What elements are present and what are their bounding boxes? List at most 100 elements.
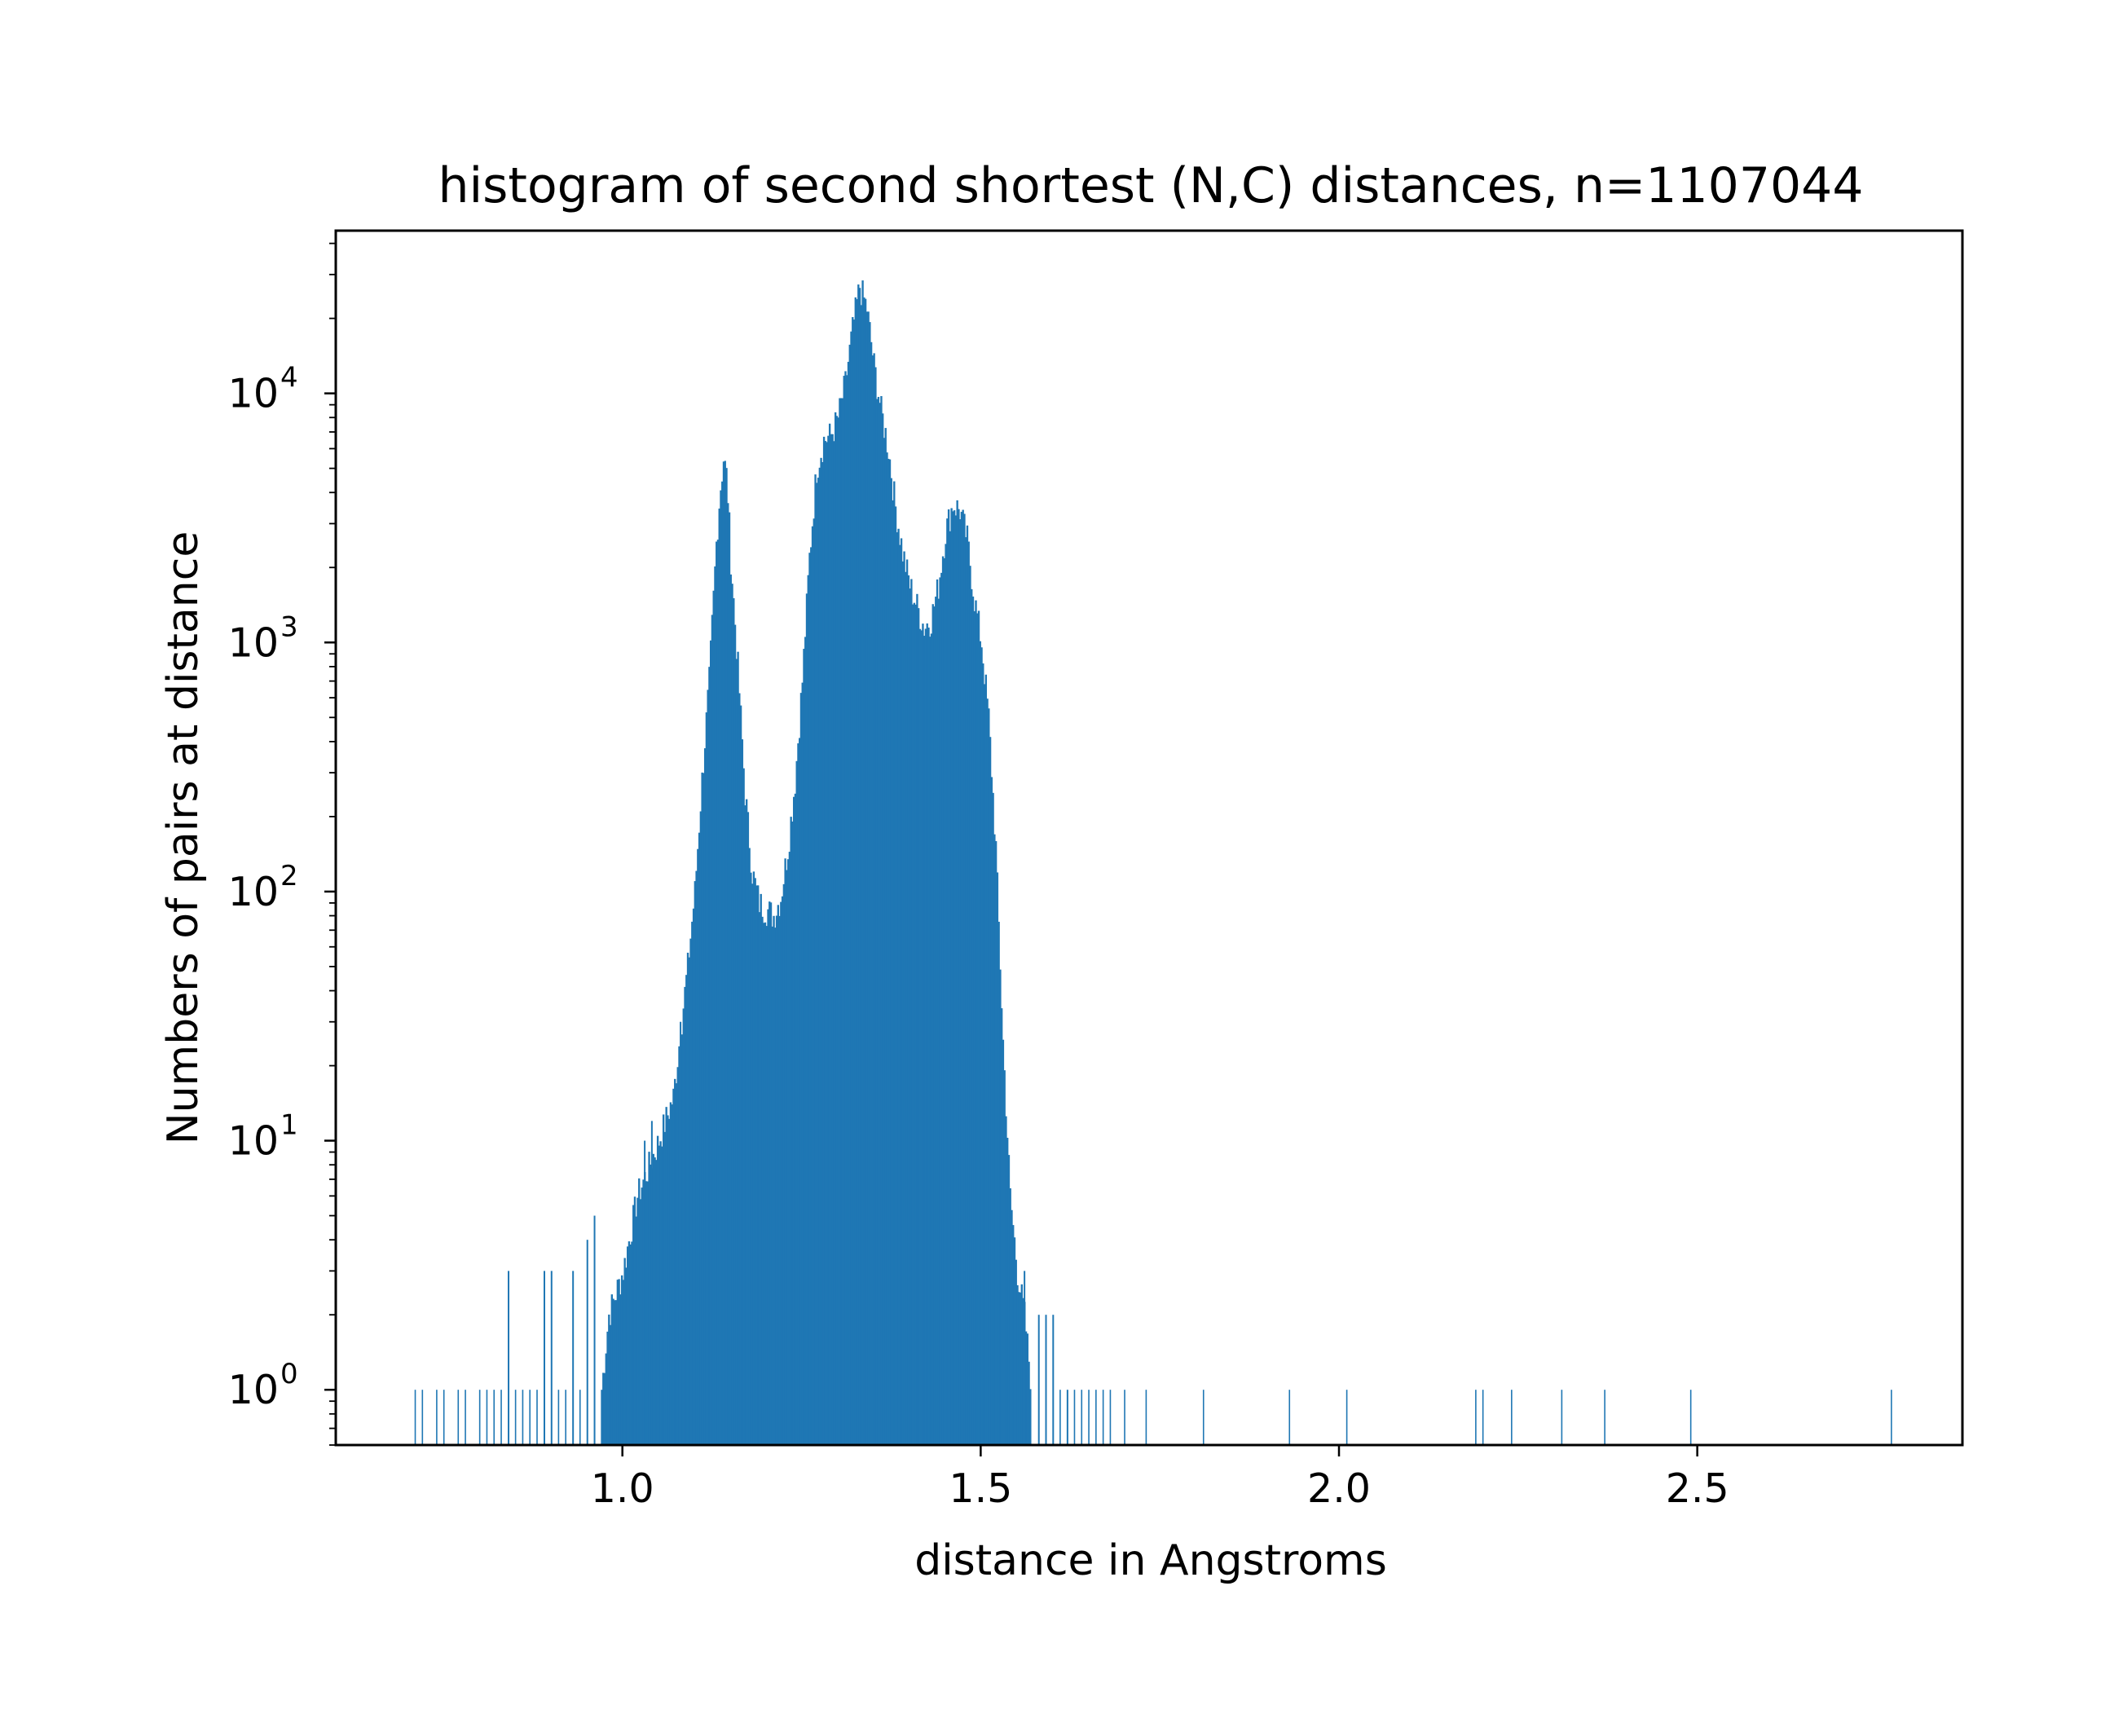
plot-frame xyxy=(334,229,1964,1447)
histogram-bar xyxy=(782,883,786,1445)
histogram-bar xyxy=(752,871,755,1445)
histogram-bar xyxy=(1045,1315,1047,1445)
histogram-bar xyxy=(742,768,745,1445)
histogram-bar xyxy=(952,511,954,1445)
histogram-bar xyxy=(691,921,694,1445)
histogram-bar xyxy=(758,912,761,1445)
histogram-bar xyxy=(1026,1333,1028,1445)
histogram-bar xyxy=(650,1121,653,1445)
histogram-bar xyxy=(662,1114,665,1445)
histogram-bar xyxy=(933,606,936,1445)
histogram-bar xyxy=(663,1131,667,1445)
histogram-bar xyxy=(737,651,739,1445)
histogram-bar xyxy=(1024,1271,1026,1445)
histogram-bar xyxy=(892,500,894,1446)
histogram-bar xyxy=(856,299,858,1445)
histogram-bar xyxy=(916,593,918,1445)
histogram-bar xyxy=(775,915,778,1445)
chart-title: histogram of second shortest (N,C) dista… xyxy=(438,157,1863,214)
histogram-bar xyxy=(620,1275,623,1445)
histogram-bar xyxy=(843,376,845,1445)
histogram-bar xyxy=(579,1390,581,1445)
histogram-bar xyxy=(536,1390,538,1445)
histogram-bar xyxy=(863,297,865,1446)
histogram-bar xyxy=(500,1390,502,1445)
histogram-bar xyxy=(929,637,931,1445)
histogram-bar xyxy=(629,1244,632,1445)
histogram-bar xyxy=(635,1216,637,1445)
histogram-bar xyxy=(1511,1390,1513,1445)
histogram-bar xyxy=(656,1135,659,1445)
histogram-bar xyxy=(962,509,964,1445)
histogram-bar xyxy=(893,481,896,1445)
histogram-bar xyxy=(877,396,880,1446)
histogram-bar xyxy=(1482,1390,1484,1445)
histogram-bar xyxy=(648,1152,650,1445)
histogram-bar xyxy=(623,1258,626,1445)
histogram-bar xyxy=(608,1314,610,1445)
y-tick-exponent: 2 xyxy=(280,860,298,892)
histogram-bar xyxy=(769,901,771,1445)
histogram-bar xyxy=(697,848,699,1445)
histogram-bar xyxy=(818,467,821,1445)
histogram-bar xyxy=(676,1067,679,1445)
histogram-bar xyxy=(733,597,735,1446)
histogram-bar xyxy=(695,870,698,1445)
histogram-bar xyxy=(966,525,969,1445)
histogram-bar xyxy=(1124,1390,1125,1445)
histogram-bar xyxy=(646,1181,649,1445)
histogram-bar xyxy=(685,975,688,1445)
histogram-bar xyxy=(799,738,801,1445)
histogram-bar xyxy=(1891,1390,1892,1445)
histogram-bar xyxy=(909,588,911,1445)
histogram-bar xyxy=(956,500,958,1445)
histogram-bar xyxy=(971,588,973,1445)
histogram-bar xyxy=(984,674,987,1445)
histogram-bar xyxy=(1202,1390,1205,1445)
histogram-bar xyxy=(486,1390,488,1445)
histogram-bar xyxy=(936,579,939,1446)
histogram-bar xyxy=(436,1390,438,1445)
histogram-bar xyxy=(1000,1008,1003,1445)
histogram-bar xyxy=(918,628,922,1445)
histogram-bar xyxy=(1007,1155,1011,1445)
histogram-bar xyxy=(703,748,707,1445)
histogram-bar xyxy=(886,452,888,1445)
histogram-bar xyxy=(941,556,945,1445)
histogram-bar xyxy=(508,1271,510,1445)
histogram-bar xyxy=(721,481,724,1445)
histogram-bar xyxy=(672,1088,675,1445)
histogram-bar xyxy=(602,1372,605,1445)
histogram-bar xyxy=(701,772,703,1445)
histogram-bar xyxy=(839,398,841,1445)
histogram-bar xyxy=(1109,1390,1112,1445)
histogram-bar xyxy=(1475,1390,1477,1445)
histogram-bar xyxy=(1029,1389,1032,1445)
histogram-bar xyxy=(714,566,716,1445)
histogram-bar xyxy=(741,739,744,1445)
histogram-bar xyxy=(967,541,970,1445)
histogram-bar xyxy=(848,344,851,1446)
histogram-bar xyxy=(867,311,870,1446)
histogram-bar xyxy=(669,1102,672,1445)
histogram-bar xyxy=(958,519,962,1445)
histogram-bar xyxy=(760,893,762,1445)
histogram-bar xyxy=(799,693,803,1445)
histogram-bar xyxy=(920,630,923,1445)
histogram-bar xyxy=(791,821,794,1445)
histogram-bar xyxy=(926,623,928,1445)
histogram-bar xyxy=(1015,1259,1017,1445)
histogram-bar xyxy=(945,544,947,1445)
histogram-bar xyxy=(835,416,839,1445)
histogram-bar xyxy=(1145,1390,1147,1445)
histogram-bar xyxy=(924,628,927,1445)
histogram-bar xyxy=(846,375,848,1445)
histogram-bar xyxy=(638,1178,641,1445)
histogram-bar xyxy=(688,957,690,1445)
histogram-bar xyxy=(550,1271,553,1445)
y-tick-label: 10 xyxy=(228,1118,279,1165)
histogram-bar xyxy=(869,322,871,1445)
y-tick-label: 10 xyxy=(228,869,279,915)
histogram-bar xyxy=(857,284,860,1445)
